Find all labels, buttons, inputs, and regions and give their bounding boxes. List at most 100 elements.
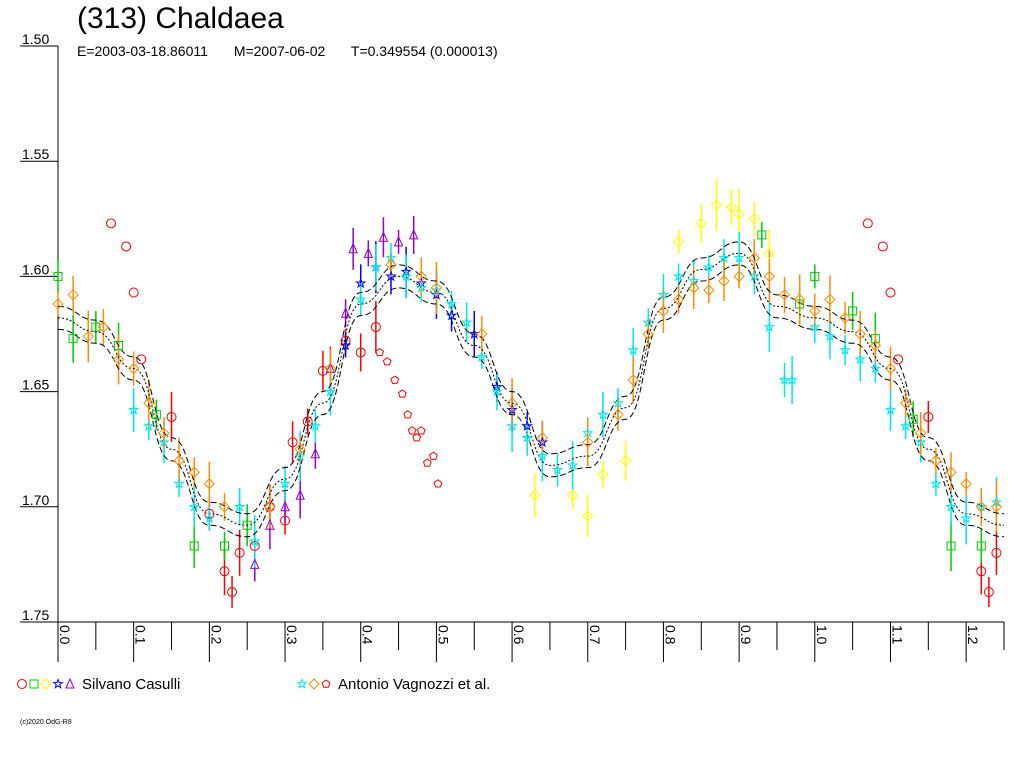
data-point-diamond [688, 282, 700, 294]
data-point-star [279, 477, 291, 489]
data-point-star [657, 288, 670, 300]
x-tick-label: 0.2 [208, 625, 224, 645]
data-point-star [445, 309, 458, 321]
data-point-circle [893, 354, 904, 365]
data-point-circle [976, 566, 987, 577]
data-point-square [114, 341, 124, 351]
data-point-diamond [476, 328, 488, 340]
data-point-square [795, 299, 805, 309]
data-point-circle [136, 354, 147, 365]
chart-subtitle: E=2003-03-18.86011 M=2007-06-02 T=0.3495… [77, 43, 520, 59]
data-point-diamond [869, 339, 882, 352]
data-point-diamond [294, 443, 306, 455]
data-point-star [309, 420, 322, 432]
data-point-diamond [915, 427, 927, 439]
data-point-circle [287, 437, 298, 448]
legend-entry-vagnozzi: Antonio Vagnozzi et al. [296, 674, 490, 694]
data-point-star [506, 420, 518, 432]
y-tick-label: 1.75 [22, 607, 49, 623]
data-point-square [976, 541, 986, 551]
data-point-diamond [52, 298, 64, 310]
data-point-star [960, 512, 972, 524]
data-point-star [899, 420, 912, 432]
data-point-circle [923, 411, 934, 422]
data-point-star [370, 261, 382, 273]
data-point-diamond [112, 353, 125, 366]
data-point-star [468, 327, 480, 339]
data-point-pentagon [412, 433, 422, 442]
data-point-diamond [718, 275, 730, 287]
data-point-triangle [348, 242, 358, 254]
data-point-diamond [188, 466, 200, 478]
legend-label-casulli: Silvano Casulli [82, 675, 181, 693]
data-point-pentagon [403, 410, 413, 419]
data-point-star [415, 281, 427, 293]
x-tick-label: 0.0 [57, 625, 73, 645]
data-point-circle [983, 587, 994, 598]
data-point-circle [166, 411, 177, 422]
data-point-pentagon [407, 426, 417, 435]
data-point-diamond [824, 293, 836, 306]
data-point-diamond [264, 501, 276, 513]
data-point-circle [219, 566, 230, 577]
data-point-circle [370, 322, 381, 333]
data-point-circle [249, 540, 260, 551]
data-point-pentagon [390, 375, 400, 384]
data-point-diamond [218, 501, 231, 513]
data-point-diamond [748, 252, 760, 264]
data-point-star [824, 330, 836, 342]
x-tick-label: 0.7 [587, 625, 603, 645]
data-point-diamond [582, 510, 594, 522]
circle-icon [17, 679, 27, 689]
data-point-diamond [695, 217, 707, 230]
data-point-star [915, 436, 927, 448]
data-point-star [809, 321, 821, 332]
data-point-star [491, 385, 503, 397]
data-point-star [748, 270, 760, 282]
data-point-star [869, 362, 882, 374]
data-point-diamond [173, 455, 185, 467]
data-point-triangle [325, 362, 336, 374]
data-point-star [597, 408, 609, 420]
data-point-star [430, 288, 443, 300]
data-point-square [848, 306, 858, 316]
data-point-diamond [899, 397, 912, 409]
data-point-square [810, 271, 820, 281]
data-point-diamond [415, 270, 427, 283]
data-point-diamond [854, 328, 866, 340]
legend-markers-casulli [17, 677, 75, 690]
period-label: T=0.349554 (0.000013) [350, 43, 498, 59]
fit-curve-line [57, 241, 1005, 515]
data-point-diamond [619, 455, 632, 467]
data-point-circle [128, 287, 139, 298]
data-point-star [491, 380, 503, 392]
data-point-square [219, 541, 229, 551]
data-point-triangle [265, 519, 275, 530]
data-point-circle [204, 508, 215, 519]
x-tick-label: 0.6 [511, 625, 527, 645]
data-point-circle [340, 335, 351, 346]
chart-title: (313) Chaldaea [77, 2, 284, 35]
data-point-pentagon [433, 479, 443, 488]
data-point-square [53, 271, 63, 281]
data-point-triangle [378, 231, 389, 242]
data-point-star [990, 496, 1003, 508]
data-point-star [354, 277, 367, 289]
x-tick-label: 0.8 [662, 625, 678, 645]
data-point-star [582, 427, 594, 438]
x-tick-label: 0.9 [738, 625, 754, 645]
data-point-circle [355, 347, 366, 358]
y-tick-label: 1.50 [22, 31, 49, 47]
data-point-triangle [310, 447, 321, 459]
diamond-icon [40, 678, 52, 690]
data-point-star [400, 265, 412, 277]
data-point-pentagon [397, 389, 407, 398]
data-point-diamond [127, 362, 140, 375]
data-point-diamond [627, 374, 639, 386]
data-point-star [566, 459, 579, 471]
data-point-star [672, 270, 685, 282]
x-tick-label: 0.3 [284, 625, 300, 645]
data-point-diamond [597, 468, 609, 481]
data-point-diamond [657, 305, 670, 317]
